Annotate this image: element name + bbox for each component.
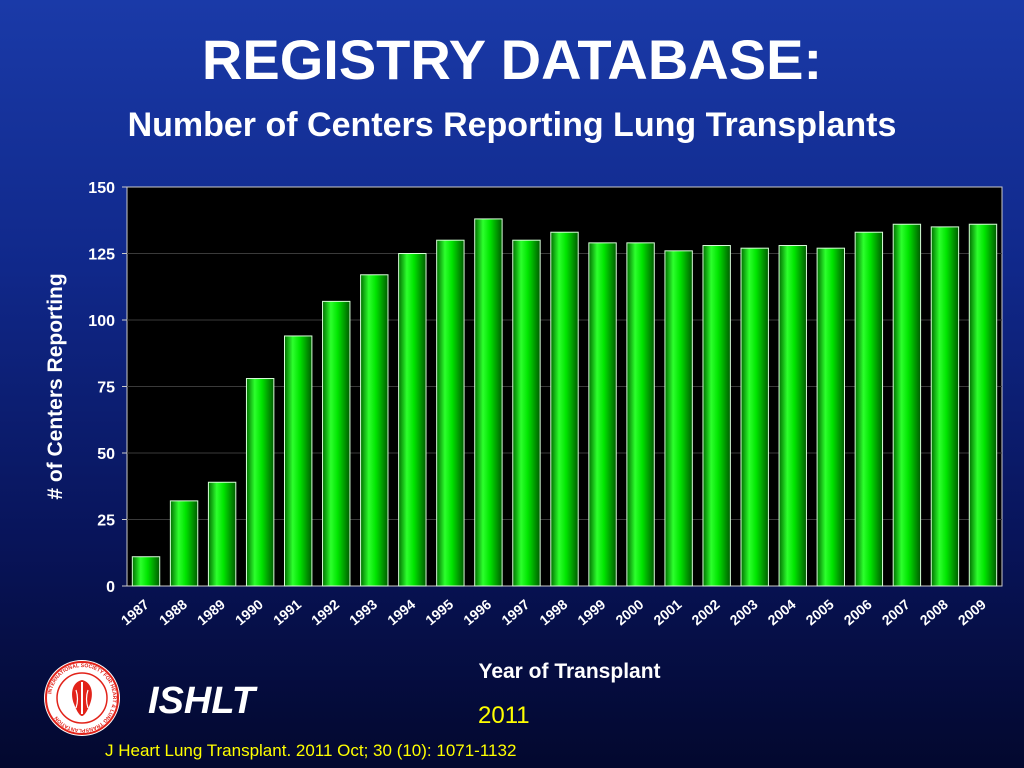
org-name: ISHLT [148,680,255,722]
y-tick-label: 0 [106,579,115,596]
bar-1989 [207,481,237,587]
x-tick-label: 2004 [765,596,799,628]
bar-2006 [854,231,884,587]
bar-1991 [284,335,313,587]
y-tick-label: 75 [97,380,115,397]
x-tick-label: 2001 [650,596,684,628]
x-tick-label: 2002 [688,596,722,628]
x-tick-label: 1995 [422,596,456,628]
bar-1988 [169,500,199,587]
x-tick-label: 2006 [841,596,875,628]
bar-1994 [398,253,427,587]
x-tick-label: 1999 [574,596,608,628]
x-axis-label: Year of Transplant [478,660,660,683]
x-tick-label: 1993 [346,596,380,628]
bar-2002 [702,245,731,587]
x-tick-label: 2009 [955,596,989,628]
bar-1992 [322,300,351,587]
x-tick-label: 2000 [612,596,646,628]
bar-2001 [664,250,693,587]
x-tick-label: 1997 [498,596,532,628]
ishlt-logo-icon: INTERNATIONAL SOCIETY FOR HEART & LUNG T… [44,660,120,736]
x-tick-label: 2005 [803,596,837,628]
x-tick-label: 1994 [384,596,418,628]
x-tick-label: 2008 [917,596,951,628]
bar-2009 [968,223,998,587]
bar-1997 [512,239,541,587]
bar-1996 [474,218,503,587]
bar-2005 [816,247,846,587]
x-tick-label: 2003 [726,596,760,628]
bar-1993 [360,274,389,587]
bar-1990 [245,378,275,587]
slide-title: REGISTRY DATABASE: [201,28,823,91]
citation: J Heart Lung Transplant. 2011 Oct; 30 (1… [105,741,517,760]
bar-2007 [892,223,922,587]
report-year: 2011 [478,702,530,729]
bar-2003 [740,247,769,587]
slide-subtitle: Number of Centers Reporting Lung Transpl… [127,106,897,144]
bar-2004 [778,245,807,587]
x-tick-label: 1996 [460,596,494,628]
y-tick-label: 25 [97,513,115,530]
x-tick-label: 1990 [232,596,266,628]
x-tick-label: 1988 [156,596,190,628]
bar-2008 [930,226,960,587]
bar-1998 [550,231,579,587]
x-tick-label: 1992 [308,596,342,628]
x-tick-label: 1991 [270,596,304,628]
bar-1999 [588,242,617,587]
bar-2000 [626,242,655,587]
y-tick-label: 150 [88,180,115,197]
y-axis-label: # of Centers Reporting [44,273,67,499]
x-tick-label: 1987 [118,596,152,628]
x-tick-label: 1998 [536,596,570,628]
y-tick-label: 100 [88,313,115,330]
y-tick-label: 50 [97,446,115,463]
y-tick-label: 125 [88,247,115,264]
x-tick-label: 1989 [194,596,228,628]
bar-1995 [436,239,465,587]
bar-1987 [131,556,161,587]
x-tick-label: 2007 [879,596,913,628]
